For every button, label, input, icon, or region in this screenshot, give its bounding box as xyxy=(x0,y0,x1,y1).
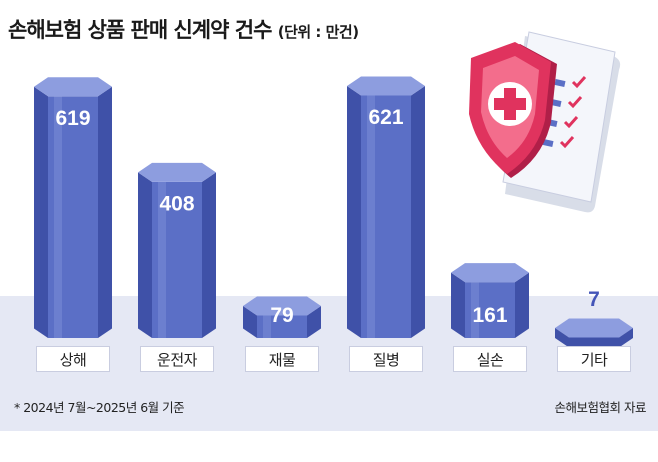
category-label: 운전자 xyxy=(140,346,214,372)
source-note: 손해보험협회 자료 xyxy=(554,400,647,415)
bar-실손 xyxy=(451,263,529,338)
category-label: 상해 xyxy=(36,346,110,372)
category-label: 질병 xyxy=(349,346,423,372)
chart-title-text: 손해보험 상품 판매 신계약 건수 xyxy=(8,18,272,42)
category-label: 기타 xyxy=(557,346,631,372)
bar-질병 xyxy=(347,76,425,338)
value-label: 161 xyxy=(472,304,507,327)
bar-운전자 xyxy=(138,162,216,338)
category-label: 재물 xyxy=(245,346,319,372)
unit-label: (단위 : 만건) xyxy=(277,23,359,41)
value-label: 621 xyxy=(368,106,403,129)
bar-상해 xyxy=(34,77,112,339)
insurance-shield-checklist-icon xyxy=(469,31,621,213)
bar-재물 xyxy=(243,296,321,338)
footnote: * 2024년 7월~2025년 6월 기준 xyxy=(14,400,185,415)
value-label: 7 xyxy=(588,288,600,311)
value-label: 408 xyxy=(159,192,194,215)
bar-기타 xyxy=(555,318,633,348)
value-label: 619 xyxy=(55,107,90,130)
category-label: 실손 xyxy=(453,346,527,372)
value-label: 79 xyxy=(270,304,293,327)
chart-title: 손해보험 상품 판매 신계약 건수 (단위 : 만건) xyxy=(8,14,359,44)
